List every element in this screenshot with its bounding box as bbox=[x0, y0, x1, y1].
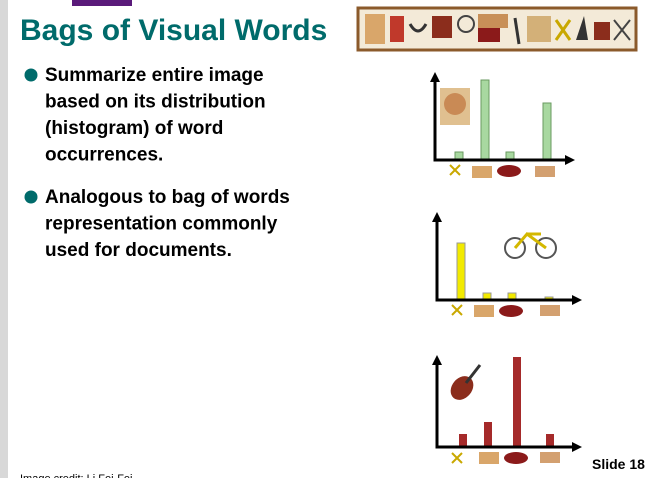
side-strip bbox=[0, 0, 8, 478]
image-credit: Image credit: Li Fei-Fei bbox=[20, 473, 132, 478]
bullet-dot bbox=[24, 190, 38, 204]
bullet-text: representation commonly bbox=[45, 214, 278, 235]
bullet-text: (histogram) of word bbox=[45, 118, 223, 139]
word-strip bbox=[356, 6, 638, 52]
bullet-text: occurrences. bbox=[45, 145, 163, 166]
slide-number: Slide 18 bbox=[592, 456, 645, 472]
bullet-text: used for documents. bbox=[45, 240, 232, 261]
histogram-face bbox=[430, 72, 575, 165]
slide-title: Bags of Visual Words bbox=[20, 14, 327, 47]
bullet-text: Summarize entire image bbox=[45, 65, 264, 86]
histogram-bike bbox=[432, 212, 582, 305]
word-icons bbox=[449, 164, 560, 464]
histogram-violin bbox=[432, 355, 582, 452]
top-tab bbox=[72, 0, 132, 6]
bullet-text: Analogous to bag of words bbox=[45, 187, 290, 208]
bullet-dot bbox=[24, 68, 38, 82]
bullet-text: based on its distribution bbox=[45, 92, 266, 113]
bullet-list: Summarize entire image based on its distr… bbox=[24, 65, 290, 261]
